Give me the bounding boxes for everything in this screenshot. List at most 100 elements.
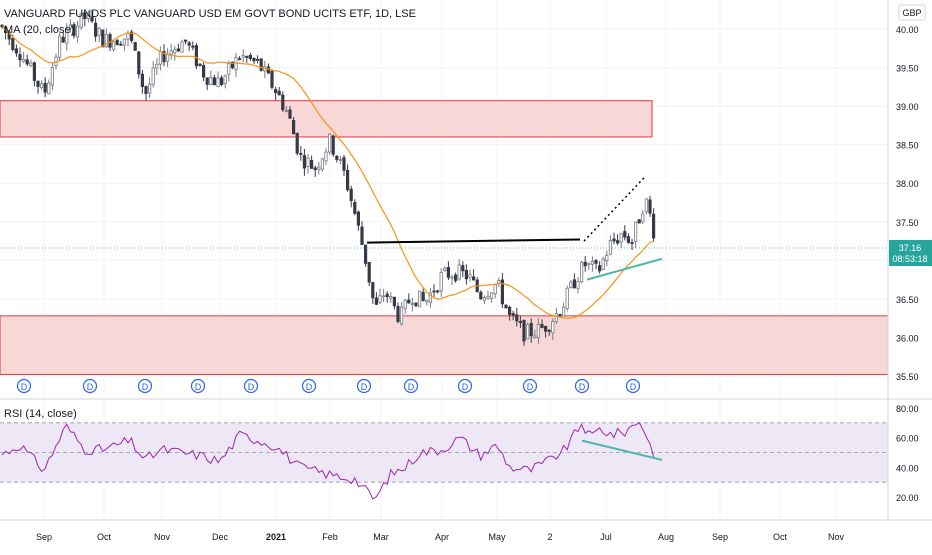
candle-body (320, 158, 325, 170)
candle-body (140, 73, 144, 88)
dividend-label: D (630, 382, 637, 392)
candle-body (637, 219, 641, 224)
support-zone-lower (0, 315, 889, 375)
candle-body (212, 77, 216, 86)
candle-body (515, 314, 519, 322)
candle-body (598, 265, 602, 272)
countdown: 08:53:18 (892, 254, 927, 264)
x-tick-label: Apr (435, 532, 449, 542)
dividend-label: D (142, 382, 149, 392)
candle-body (122, 38, 126, 46)
dividend-icon (82, 378, 98, 394)
candle-body (119, 43, 123, 46)
x-tick-label: Nov (828, 532, 845, 542)
rsi-tick-label: 20.00 (896, 493, 919, 503)
candle-body (270, 70, 274, 88)
candle-body (68, 24, 72, 29)
candle-body (252, 57, 256, 62)
candles (0, 10, 656, 346)
candle-body (536, 323, 541, 339)
candle-body (79, 12, 83, 28)
candle-body (266, 66, 271, 74)
candle-body (338, 159, 343, 161)
x-tick-label: 2 (547, 532, 552, 542)
candle-body (450, 276, 454, 279)
candle-body (453, 274, 458, 281)
candle-body (381, 295, 386, 298)
candle-body (72, 24, 76, 37)
candle-body (245, 55, 249, 58)
candle-body (392, 296, 397, 307)
x-tick-label: Feb (322, 532, 338, 542)
candle-body (112, 41, 116, 50)
candle-body (511, 313, 515, 316)
candle-body (129, 31, 134, 41)
candle-body (522, 319, 526, 342)
candle-body (486, 295, 490, 299)
candle-body (40, 83, 44, 89)
candle-body (342, 157, 346, 171)
candle-body (83, 12, 87, 20)
candle-body (273, 89, 278, 94)
candle-body (223, 75, 227, 84)
candle-body (396, 306, 400, 322)
candle-body (0, 24, 4, 28)
candle-body (446, 267, 451, 278)
price-tick-label: 40.00 (896, 25, 919, 35)
x-tick-label: Oct (97, 532, 112, 542)
candle-body (500, 279, 505, 305)
candle-body (378, 295, 382, 303)
x-tick-label: Sep (36, 532, 52, 542)
candle-body (50, 67, 55, 86)
candle-body (565, 287, 569, 309)
candle-body (241, 54, 245, 58)
candle-body (634, 221, 638, 242)
currency-label: GBP (902, 8, 921, 18)
rsi-label: RSI (14, close) (4, 408, 77, 420)
candle-body (209, 76, 213, 86)
chart-title: VANGUARD FUNDS PLC VANGUARD USD EM GOVT … (4, 8, 416, 20)
candle-body (417, 290, 422, 308)
candle-body (630, 242, 634, 244)
candle-body (187, 42, 191, 46)
candle-body (583, 261, 587, 267)
candle-body (623, 231, 627, 238)
candle-body (47, 82, 51, 95)
x-tick-label: Jul (600, 532, 612, 542)
candle-body (612, 238, 616, 242)
candle-body (457, 264, 461, 280)
candle-body (291, 120, 296, 135)
candle-body (302, 155, 307, 169)
candle-body (540, 324, 544, 328)
candle-body (36, 80, 40, 87)
candle-body (435, 290, 440, 293)
candle-body (648, 199, 652, 214)
candle-body (471, 276, 476, 281)
candle-body (385, 293, 389, 297)
dividend-icon (403, 378, 419, 394)
candle-body (504, 304, 508, 309)
rsi-pane (0, 421, 888, 500)
ma-line (1, 26, 654, 319)
dividend-icon (301, 378, 317, 394)
dividend-label: D (248, 382, 255, 392)
candle-body (288, 109, 292, 119)
candle-body (237, 58, 242, 61)
candle-body (94, 22, 98, 37)
candle-body (443, 267, 447, 271)
candle-body (65, 29, 69, 44)
candle-body (518, 320, 523, 323)
candle-body (367, 261, 371, 283)
price-tick-label: 36.50 (896, 295, 919, 305)
candle-body (349, 188, 353, 201)
candle-body (374, 297, 379, 305)
x-tick-label: Oct (773, 532, 788, 542)
candle-body (544, 326, 548, 332)
candle-body (198, 63, 202, 66)
candle-body (360, 226, 364, 245)
candle-body (21, 59, 26, 62)
candle-body (468, 274, 472, 278)
candle-body (259, 58, 263, 71)
